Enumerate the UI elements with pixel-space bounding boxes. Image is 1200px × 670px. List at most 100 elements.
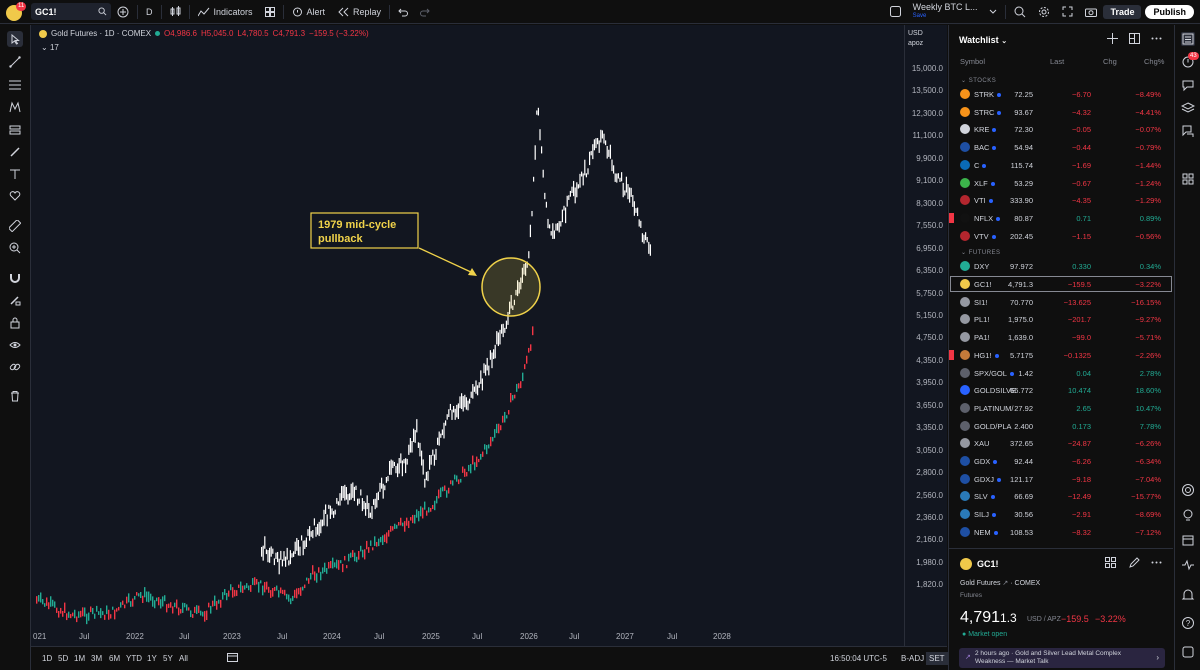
publish-button[interactable]: Publish xyxy=(1145,4,1194,19)
price-axis[interactable]: USD apoz 15,000.0 13,500.0 12,300.0 11,100.0… xyxy=(904,25,947,646)
calendar-button[interactable] xyxy=(1181,533,1195,547)
watchlist-row[interactable]: PLATINUM/27.92 2.65 10.47% xyxy=(949,399,1173,417)
watchlist-row[interactable]: KRE 72.30 −0.05 −0.07% xyxy=(949,120,1173,138)
section-header-stocks[interactable]: ⌄ STOCKS xyxy=(961,78,997,84)
watchlist-title-button[interactable]: Watchlist ⌄ xyxy=(959,35,1007,45)
range-button-1d[interactable]: 1D xyxy=(42,654,53,663)
watchlist-row[interactable]: GOLD/PLA 2.400 0.173 7.78% xyxy=(949,417,1173,435)
calendar-panel-button[interactable] xyxy=(1181,172,1195,186)
layout-chevron[interactable] xyxy=(983,0,1003,24)
watchlist-row[interactable]: SLV 66.69 −12.49 −15.77% xyxy=(949,487,1173,505)
watchlist-row[interactable]: PA1! 1,639.0 −99.0 −5.71% xyxy=(949,328,1173,346)
replay-button[interactable]: Replay xyxy=(331,0,387,24)
indicators-toggle[interactable]: ⌄ 17 xyxy=(41,43,59,52)
lock-tool[interactable] xyxy=(7,315,23,331)
flag-icon[interactable] xyxy=(949,349,954,360)
range-button-6m[interactable]: 6M xyxy=(109,654,121,663)
indicators-button[interactable]: Indicators xyxy=(192,0,259,24)
quick-search-button[interactable] xyxy=(1008,0,1032,24)
range-button-1m[interactable]: 1M xyxy=(74,654,86,663)
redo-button[interactable] xyxy=(414,0,436,24)
range-button-ytd[interactable]: YTD xyxy=(126,654,142,663)
layout-menu-button[interactable]: Weekly BTC L... Save xyxy=(907,0,984,24)
detail-edit-button[interactable] xyxy=(1129,557,1140,571)
fib-tool[interactable] xyxy=(7,77,23,93)
text-tool[interactable] xyxy=(7,166,23,182)
magnet-tool[interactable] xyxy=(7,270,23,286)
interval-button[interactable]: D xyxy=(146,6,153,17)
watchlist-row[interactable]: SILJ 30.56 −2.91 −8.69% xyxy=(949,505,1173,523)
user-avatar[interactable]: 11 xyxy=(5,1,27,23)
watchlist-panel-button[interactable] xyxy=(1181,32,1195,46)
watchlist-row[interactable]: VTI 333.90 −4.35 −1.29% xyxy=(949,191,1173,209)
watchlist-row[interactable]: NEM 108.53 −8.32 −7.12% xyxy=(949,523,1173,541)
detail-symbol[interactable]: GC1! xyxy=(977,559,999,569)
detail-grid-button[interactable] xyxy=(1105,557,1116,571)
alert-button[interactable]: Alert xyxy=(286,0,332,24)
watchlist-row[interactable]: HG1! 5.7175 −0.1325 −2.26% xyxy=(949,346,1173,364)
time-axis[interactable]: 021 Jul 2022 Jul 2023 Jul 2024 Jul 2025 Jul 2026 Ju… xyxy=(31,628,904,646)
watchlist-row[interactable]: GDX 92.44 −6.26 −6.34% xyxy=(949,452,1173,470)
col-last[interactable]: Last xyxy=(1050,57,1065,66)
layers-button[interactable] xyxy=(1180,101,1196,115)
watchlist-row[interactable]: STRC 93.67 −4.32 −4.41% xyxy=(949,103,1173,121)
icon-tool[interactable] xyxy=(7,188,23,204)
help-button[interactable]: ? xyxy=(1181,616,1195,630)
adjust-toggle[interactable]: B-ADJ xyxy=(901,654,925,663)
watchlist-row[interactable]: NFLX 80.87 0.71 0.89% xyxy=(949,209,1173,227)
date-range-button[interactable] xyxy=(227,652,238,664)
apps-button[interactable] xyxy=(1181,645,1195,659)
pattern-tool[interactable] xyxy=(7,99,23,115)
col-chg[interactable]: Chg xyxy=(1103,57,1117,66)
fullscreen-button[interactable] xyxy=(1056,0,1079,24)
more-button[interactable] xyxy=(1151,33,1162,47)
currency-selector[interactable]: USD apoz xyxy=(908,29,923,49)
cursor-tool[interactable] xyxy=(7,31,23,47)
chart-type-button[interactable] xyxy=(164,0,187,24)
range-button-5d[interactable]: 5D xyxy=(58,654,69,663)
chart-pane[interactable]: 1979 mid-cycle pullback Gold Futures · 1… xyxy=(31,25,904,646)
measure-tool[interactable] xyxy=(7,218,23,234)
external-link-icon[interactable]: ↗ xyxy=(1002,580,1009,587)
section-header-futures[interactable]: ⌄ FUTURES xyxy=(961,250,1001,257)
watchlist-row[interactable]: GOLDSILVE 66.772 10.474 18.60% xyxy=(949,381,1173,399)
stay-drawing-tool[interactable] xyxy=(7,292,23,308)
watchlist-row[interactable]: BAC 54.94 −0.44 −0.79% xyxy=(949,138,1173,156)
brush-tool[interactable] xyxy=(7,144,23,160)
trendline-tool[interactable] xyxy=(7,54,23,70)
hide-tool[interactable] xyxy=(7,337,23,353)
annotation-box[interactable] xyxy=(310,212,419,249)
target-button[interactable] xyxy=(1181,483,1195,497)
trade-button[interactable]: Trade xyxy=(1103,4,1142,19)
alerts-panel-button[interactable]: 43 xyxy=(1181,52,1199,69)
layout-button[interactable] xyxy=(1129,33,1140,47)
watchlist-row[interactable]: XAU 372.65 −24.87 −6.26% xyxy=(949,434,1173,452)
detail-more-button[interactable] xyxy=(1151,557,1162,571)
session-button[interactable]: SET xyxy=(926,652,948,665)
watchlist-row[interactable]: SPX/GOL 1.42 0.04 2.78% xyxy=(949,364,1173,382)
delete-tool[interactable] xyxy=(7,388,23,404)
range-button-3m[interactable]: 3M xyxy=(91,654,103,663)
projection-tool[interactable] xyxy=(7,122,23,138)
ideas-button[interactable] xyxy=(1181,508,1195,522)
snapshot-button[interactable] xyxy=(1079,0,1103,24)
watchlist-row[interactable]: XLF 53.29 −0.67 −1.24% xyxy=(949,174,1173,192)
watchlist-row[interactable]: PL1! 1,975.0 −201.7 −9.27% xyxy=(949,310,1173,328)
undo-button[interactable] xyxy=(392,0,414,24)
templates-button[interactable] xyxy=(259,0,281,24)
watchlist-row[interactable]: STRK 72.25 −6.70 −8.49% xyxy=(949,85,1173,103)
watchlist-row[interactable]: GDXJ 121.17 −9.18 −7.04% xyxy=(949,470,1173,488)
symbol-search-input[interactable]: GC1! xyxy=(31,3,111,20)
price-chart[interactable]: 1979 mid-cycle pullback xyxy=(31,25,904,628)
news-item[interactable]: ↗ 2 hours ago · Gold and Silver Lead Met… xyxy=(959,648,1165,668)
watchlist-row[interactable]: GC1! 4,791.3 −159.5 −3.22% xyxy=(949,275,1173,293)
link-tool[interactable] xyxy=(7,359,23,375)
settings-button[interactable] xyxy=(1032,0,1056,24)
watchlist-row[interactable]: VTV 202.45 −1.15 −0.56% xyxy=(949,227,1173,245)
flag-icon[interactable] xyxy=(949,212,954,223)
compare-add-button[interactable] xyxy=(111,0,135,24)
legend-title[interactable]: Gold Futures · 1D · COMEX xyxy=(51,29,152,38)
zoom-tool[interactable] xyxy=(7,240,23,256)
col-chgp[interactable]: Chg% xyxy=(1144,57,1165,66)
clock[interactable]: 16:50:04 UTC-5 xyxy=(830,654,887,663)
